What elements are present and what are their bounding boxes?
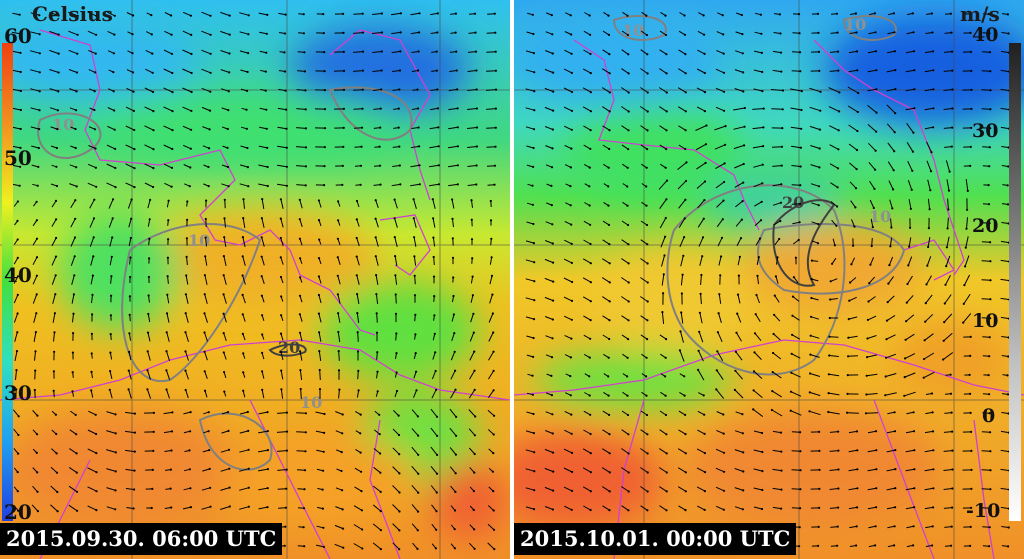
temperature-unit-label: Celsius bbox=[32, 2, 113, 26]
colorbar-tick: 0 bbox=[982, 405, 996, 427]
contour-label: 10 bbox=[844, 15, 866, 34]
contour-label: 10 bbox=[869, 207, 891, 226]
left-map-canvas: 10 10 10 20 bbox=[0, 0, 510, 559]
contour-label: 10 bbox=[300, 393, 322, 412]
colorbar-tick: 30 bbox=[972, 120, 999, 142]
wind-colorbar bbox=[1009, 43, 1021, 521]
left-timestamp: 2015.09.30. 06:00 UTC bbox=[0, 523, 283, 555]
colorbar-tick: 60 bbox=[4, 24, 32, 48]
colorbar-tick: 10 bbox=[972, 310, 999, 332]
wind-arrows bbox=[11, 11, 498, 551]
colorbar-tick: 20 bbox=[4, 500, 32, 524]
wind-unit-label: m/s bbox=[960, 2, 1000, 26]
contour-label: 10 bbox=[622, 21, 644, 40]
right-map-panel: 10 10 10 20 m/s 40 30 20 10 0 -10 2015.1… bbox=[514, 0, 1024, 559]
colorbar-tick: 40 bbox=[4, 263, 32, 287]
wind-arrows bbox=[525, 11, 1011, 549]
right-map-canvas: 10 10 10 20 bbox=[514, 0, 1024, 559]
colorbar-tick: 50 bbox=[4, 146, 32, 170]
contour-label: 10 bbox=[52, 115, 74, 134]
left-map-panel: 10 10 10 20 Celsius 60 50 40 30 20 2015.… bbox=[0, 0, 510, 559]
temperature-colorbar bbox=[2, 43, 13, 521]
colorbar-tick: 40 bbox=[972, 24, 999, 46]
colorbar-tick: -10 bbox=[966, 500, 1001, 522]
right-timestamp: 2015.10.01. 00:00 UTC bbox=[514, 523, 797, 555]
contour-label: 10 bbox=[188, 231, 210, 250]
panel-divider bbox=[510, 0, 514, 559]
colorbar-tick: 30 bbox=[4, 381, 32, 405]
colorbar-tick: 20 bbox=[972, 215, 999, 237]
contour-label: 20 bbox=[278, 338, 300, 357]
contour-label: 20 bbox=[782, 193, 804, 212]
